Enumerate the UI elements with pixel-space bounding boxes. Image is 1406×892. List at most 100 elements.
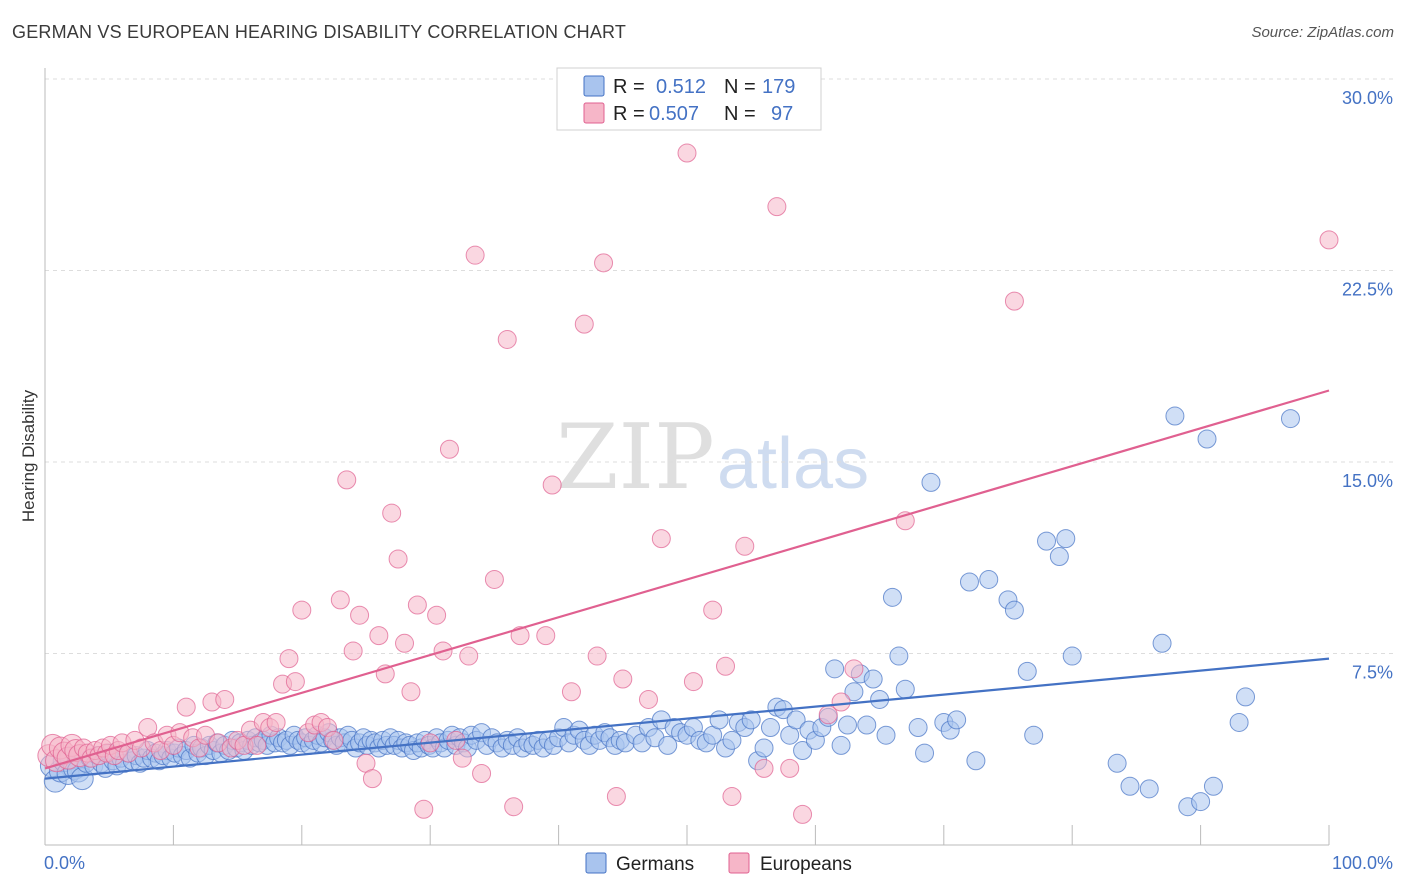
german-point-153 [709,710,729,730]
european-trend-line [44,389,1330,770]
european-point-62 [388,549,408,569]
german-point-193 [1004,600,1024,620]
german-point-176 [857,715,877,735]
axes [44,68,1330,846]
german-point-201 [1120,776,1140,796]
german-point-209 [1236,687,1256,707]
european-point-74 [465,245,485,265]
european-point-55 [343,641,363,661]
legend-r-label-germans: R = [613,76,645,98]
legend-n-label-germans: N = [724,76,756,98]
y-tick-label-3: 30.0% [1342,88,1393,108]
european-point-90 [677,143,697,163]
european-point-97 [767,197,787,217]
series-legend: Germans Europeans [585,852,852,875]
european-point-54 [337,470,357,490]
legend-n-label-europeans: N = [724,103,756,125]
german-point-165 [786,710,806,730]
chart-source: Source: ZipAtlas.com [1251,24,1394,41]
german-point-161 [760,718,780,738]
german-trend-line [44,657,1330,780]
european-point-83 [574,314,594,334]
watermark: ZIP atlas [556,405,869,510]
european-point-61 [382,503,402,523]
european-point-104 [1004,291,1024,311]
german-point-194 [1017,661,1037,681]
german-point-160 [754,738,774,758]
european-point-95 [735,536,755,556]
european-point-98 [780,758,800,778]
german-point-158 [741,710,761,730]
european-point-72 [452,748,472,768]
grid-lines [45,78,1393,654]
chart-title: GERMAN VS EUROPEAN HEARING DISABILITY CO… [12,22,627,42]
bottom-legend-label-germans: Germans [616,854,694,875]
european-point-59 [369,626,389,646]
legend-n-value-germans: 179 [762,76,795,98]
german-point-181 [889,646,909,666]
german-point-177 [863,669,883,689]
german-point-166 [793,741,813,761]
german-point-180 [882,587,902,607]
german-point-179 [876,725,896,745]
bottom-legend-label-europeans: Europeans [760,854,852,875]
german-point-191 [979,569,999,589]
x-tick-label-min: 0.0% [44,853,85,873]
european-point-79 [510,626,530,646]
european-point-92 [703,600,723,620]
german-point-199 [1062,646,1082,666]
german-point-155 [722,730,742,750]
european-point-45 [279,649,299,669]
german-point-174 [844,682,864,702]
correlation-legend: R = 0.512 N = 179 R = 0.507 N = 97 [556,67,822,131]
german-point-210 [1229,712,1249,732]
european-point-88 [638,689,658,709]
european-point-52 [324,730,344,750]
european-point-56 [350,605,370,625]
x-tick-labels: 0.0% 100.0% [44,853,1393,873]
y-tick-label-0: 7.5% [1352,663,1393,683]
german-point-195 [1024,725,1044,745]
series-europeans [37,143,1339,824]
european-point-73 [459,646,479,666]
german-point-208 [1203,776,1223,796]
european-point-40 [247,735,267,755]
european-point-80 [536,626,556,646]
european-point-82 [561,682,581,702]
european-point-46 [285,672,305,692]
european-point-68 [427,605,447,625]
european-point-66 [414,799,434,819]
trend-lines [44,389,1330,780]
european-point-29 [176,697,196,717]
german-point-197 [1049,546,1069,566]
german-point-172 [831,735,851,755]
y-tick-label-2: 22.5% [1342,280,1393,300]
german-point-145 [658,735,678,755]
european-point-76 [484,569,504,589]
german-point-188 [947,710,967,730]
european-point-87 [613,669,633,689]
bottom-legend-swatch-germans [585,852,607,874]
european-point-47 [292,600,312,620]
german-point-184 [915,743,935,763]
european-point-89 [651,529,671,549]
legend-swatch-europeans [583,102,605,124]
european-point-53 [330,590,350,610]
german-point-183 [908,718,928,738]
legend-r-label-europeans: R = [613,103,645,125]
european-point-65 [407,595,427,615]
european-point-84 [587,646,607,666]
x-tick-label-max: 100.0% [1332,853,1393,873]
european-point-86 [606,786,626,806]
european-point-105 [1319,230,1339,250]
european-point-70 [439,439,459,459]
european-point-77 [497,329,517,349]
german-point-185 [921,472,941,492]
european-point-81 [542,475,562,495]
german-point-206 [1191,792,1211,812]
european-point-43 [266,712,286,732]
european-point-99 [793,804,813,824]
european-point-63 [395,633,415,653]
german-point-211 [1280,409,1300,429]
legend-r-value-europeans: 0.507 [649,103,699,125]
